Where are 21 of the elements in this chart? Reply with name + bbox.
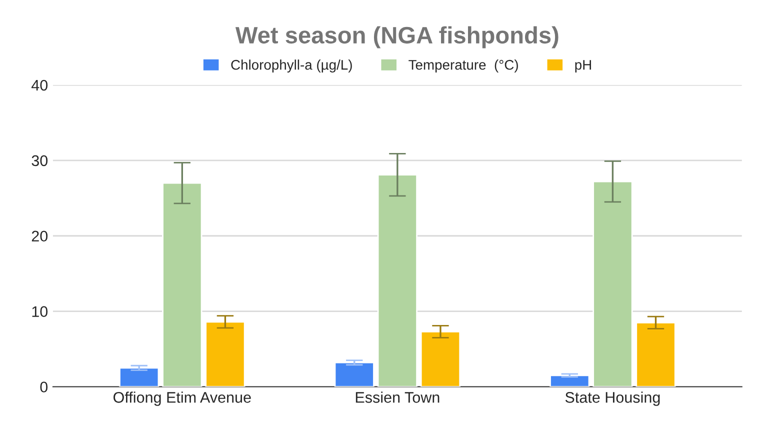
legend-label: pH — [575, 60, 591, 72]
y-tick-label: 40 — [31, 80, 48, 91]
bar — [205, 321, 246, 387]
bar — [377, 174, 418, 387]
chart-title: Wet season (NGA fishponds) — [235, 26, 558, 48]
y-tick-label: 20 — [32, 230, 48, 242]
x-tick-label: State Housing — [565, 392, 660, 406]
bar — [334, 362, 374, 387]
x-tick-label: Essien Town — [356, 392, 440, 403]
y-tick-label: 30 — [32, 155, 48, 166]
bar — [636, 322, 676, 387]
bar — [420, 330, 461, 387]
x-tick-label: Offiong Etim Avenue — [114, 392, 251, 406]
legend-label: Chlorophyll-a (µg/L) — [231, 60, 352, 72]
bar — [162, 182, 202, 387]
bar — [592, 180, 633, 387]
bar — [550, 374, 590, 387]
bar — [119, 367, 160, 387]
y-tick-label: 10 — [32, 306, 48, 317]
legend-label: Temperature (°C) — [408, 60, 518, 72]
y-tick-label: 0 — [40, 382, 48, 392]
